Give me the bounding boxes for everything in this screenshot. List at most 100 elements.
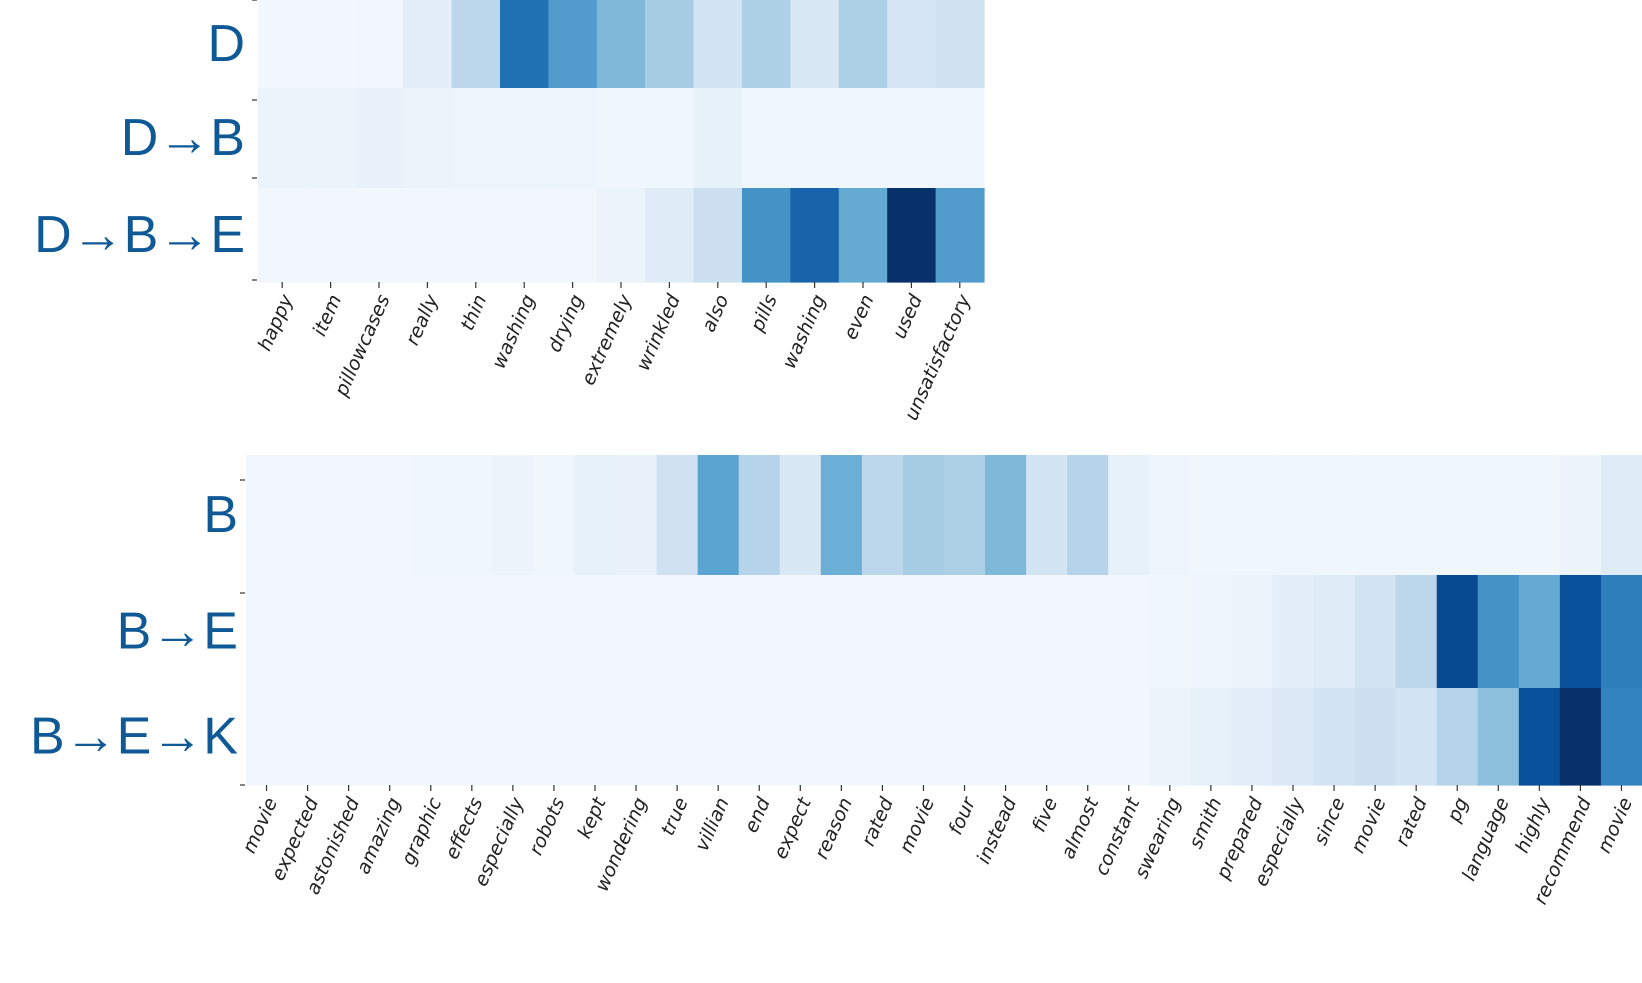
heatmap-cell [902,688,945,786]
heatmap-cell [615,575,658,689]
heatmap-cell [645,0,695,89]
heatmap-cell [287,575,329,689]
heatmap-cell [258,188,307,283]
heatmap-cell [1354,455,1397,576]
heatmap-cell [1190,455,1233,576]
heatmap-cell [369,455,411,576]
heatmap-cell [328,575,370,689]
heatmap-cell [935,188,985,283]
row-label: D→B→E [34,206,245,264]
column-label: almost [1057,793,1104,862]
column-label: wrinkled [632,290,685,374]
heatmap-cell [369,688,411,786]
heatmap-cell [354,188,404,283]
heatmap-cell [1518,575,1561,689]
row-label: B→E [117,603,238,661]
heatmap-cell [1272,688,1315,786]
heatmap-cell [861,455,904,576]
column-label: movie [1593,794,1637,856]
heatmap-cell [1559,688,1602,786]
heatmap-cell [887,0,937,89]
heatmap-cell [656,575,699,689]
heatmap-cell [985,575,1027,689]
column-label: smith [1185,794,1227,852]
heatmap-cell [1108,575,1150,689]
column-label: movie [895,794,939,856]
heatmap-cell [1272,575,1315,689]
heatmap-cell [410,455,452,576]
heatmap-cell [985,688,1027,786]
heatmap-cell [697,688,740,786]
heatmap-cell [596,88,646,189]
heatmap-cell [1272,455,1315,576]
heatmap-cell [693,188,743,283]
heatmap-cell [820,455,863,576]
heatmap-cell [738,575,781,689]
heatmap-cell [548,188,598,283]
heatmap-cell [1190,575,1233,689]
column-label: effects [441,794,488,862]
row-label: B→E→K [30,708,238,766]
row-label: B [203,486,238,544]
heatmap-cell [1354,688,1397,786]
row-label: D [207,15,245,73]
heatmap-cell [451,0,501,89]
heatmap-cell [838,188,888,283]
heatmap-cell [615,688,658,786]
heatmap-cell [548,0,598,89]
heatmap-cell [354,0,404,89]
heatmap-cell [742,0,791,89]
heatmap-cell [1395,575,1438,689]
heatmap-cell [1026,455,1068,576]
row-label: D→B [121,109,245,167]
heatmap-cell [790,0,840,89]
heatmap-cell [1559,455,1602,576]
heatmap-cell [1559,575,1602,689]
heatmap-cell [779,688,822,786]
column-label: used [888,290,927,342]
heatmap-cell [574,455,617,576]
heatmap-cell [533,575,576,689]
column-label: thin [456,291,491,334]
heatmap-cell [574,575,617,689]
heatmap-cell [246,455,288,576]
heatmap-cell [935,0,985,89]
heatmap-cell [258,88,307,189]
heatmap-cell [1313,688,1356,786]
heatmap-cell [1436,575,1479,689]
heatmap-cell [1026,575,1068,689]
heatmap-cell [1395,455,1438,576]
column-label: pg [1443,794,1473,826]
heatmap-cell [887,188,937,283]
heatmap-cell [1477,455,1520,576]
heatmap-cell [258,0,307,89]
heatmap-cell [790,88,840,189]
column-label: rated [1391,793,1432,849]
heatmap-cell [656,455,699,576]
column-label: even [840,291,879,343]
heatmap-cell [693,0,743,89]
heatmap-cell [1067,575,1109,689]
heatmap-cell [328,455,370,576]
heatmap-cell [1313,575,1356,689]
heatmap-cell [1395,688,1438,786]
heatmap-cell [887,88,937,189]
heatmap-cell [1149,688,1191,786]
column-label: movie [1347,794,1391,856]
heatmap-cell [1231,575,1274,689]
column-label: four [944,793,980,838]
heatmap-cell [790,188,840,283]
column-label: extremely [577,291,637,389]
heatmap-cell [492,455,535,576]
heatmap-cell [1108,455,1150,576]
heatmap-cell [1149,455,1191,576]
heatmap-cell [596,0,646,89]
heatmap-cell [287,688,329,786]
heatmap-cell [820,575,863,689]
heatmap-cell [451,188,501,283]
column-label: robots [525,794,570,858]
column-label: highly [1511,794,1555,857]
heatmap-cell [246,575,288,689]
column-label: true [657,794,693,839]
heatmap-cell [596,188,646,283]
